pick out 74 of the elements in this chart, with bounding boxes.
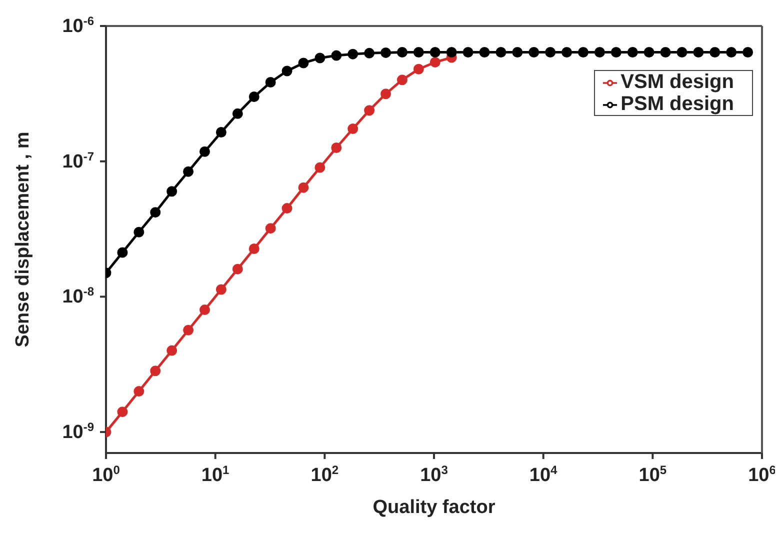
point — [364, 105, 375, 116]
point — [710, 46, 720, 58]
point — [693, 46, 704, 58]
point — [117, 247, 128, 258]
point — [216, 284, 226, 295]
point — [282, 203, 292, 214]
point — [413, 46, 424, 58]
point — [248, 244, 260, 254]
point — [396, 74, 408, 86]
y-axis-title: Sense displacement , m — [12, 132, 34, 348]
point — [134, 386, 144, 397]
x-axis-title: Quality factor — [372, 497, 496, 518]
point — [282, 66, 292, 76]
point — [413, 64, 424, 74]
point — [610, 46, 622, 58]
point — [644, 46, 654, 58]
point — [314, 162, 326, 173]
point — [265, 77, 276, 88]
point — [380, 47, 391, 58]
point — [265, 223, 276, 234]
legend-label: PSM design — [620, 93, 734, 115]
point — [462, 46, 474, 58]
x-tick-label: 10$^{5}$ — [638, 463, 667, 486]
point — [183, 166, 194, 177]
x-tick-label: 10$^{3}$ — [420, 463, 448, 486]
point — [166, 345, 178, 356]
point — [594, 46, 605, 58]
point — [183, 324, 194, 336]
x-tick-label: 10$^{2}$ — [310, 463, 339, 486]
x-tick-label: 10$^{1}$ — [201, 463, 230, 486]
y-tick-label: 10$^{-7}$ — [62, 149, 94, 172]
point — [396, 46, 408, 58]
point — [314, 52, 326, 64]
point — [479, 46, 490, 58]
point — [726, 46, 737, 58]
y-tick-label: 10$^{-9}$ — [62, 420, 94, 444]
legend-label: VSM design — [620, 71, 734, 93]
x-tick-label: 10$^{4}$ — [529, 463, 558, 486]
point — [232, 264, 243, 274]
point — [150, 207, 161, 218]
point — [232, 108, 243, 119]
point — [216, 127, 226, 138]
point — [578, 46, 588, 58]
point — [348, 124, 358, 134]
point — [298, 58, 309, 68]
point — [446, 46, 457, 58]
point — [134, 226, 144, 238]
point — [660, 46, 671, 58]
point — [627, 46, 638, 58]
y-tick-label: 10$^{-6}$ — [62, 14, 94, 37]
point — [298, 182, 309, 193]
point — [348, 48, 358, 60]
point — [199, 304, 210, 316]
y-tick-label: 10$^{-8}$ — [62, 284, 94, 308]
point — [430, 46, 440, 58]
point — [380, 88, 391, 100]
point — [496, 46, 506, 58]
point — [562, 46, 572, 58]
point — [512, 46, 523, 58]
point — [430, 56, 440, 68]
x-tick-label: 10$^{6}$ — [748, 463, 776, 486]
point — [166, 186, 178, 197]
point — [364, 48, 375, 58]
point — [117, 406, 128, 418]
point — [742, 46, 754, 58]
point — [676, 46, 688, 58]
x-tick-label: 10$^{0}$ — [92, 463, 120, 486]
point — [528, 46, 540, 58]
point — [199, 146, 210, 157]
point — [150, 366, 161, 376]
point — [248, 92, 260, 102]
point — [331, 50, 342, 61]
point — [331, 142, 342, 154]
point — [545, 46, 556, 58]
